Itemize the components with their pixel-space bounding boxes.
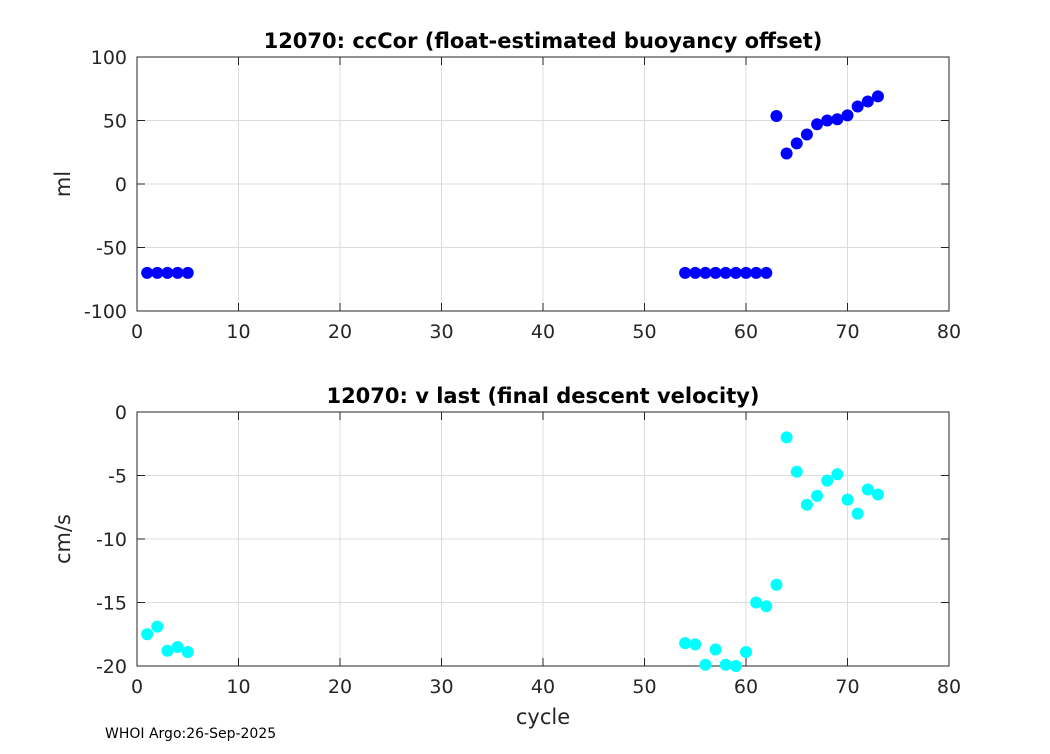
y-tick-label: -50 (96, 238, 127, 260)
x-tick-label: 30 (429, 676, 453, 698)
data-point (831, 113, 844, 126)
data-point (729, 660, 742, 672)
data-point (811, 489, 824, 502)
x-tick-label: 0 (131, 676, 143, 698)
data-point (831, 468, 844, 481)
data-point (171, 266, 184, 279)
data-point (871, 488, 884, 501)
data-point (161, 266, 174, 279)
y-tick-label: 0 (115, 174, 127, 196)
x-tick-label: 40 (531, 321, 555, 343)
data-point (161, 644, 174, 657)
data-point (841, 109, 854, 122)
y-tick-label: 0 (115, 402, 127, 424)
data-point (800, 128, 813, 141)
data-point (699, 658, 712, 671)
data-point (821, 474, 834, 487)
data-point (181, 266, 194, 279)
data-point (780, 431, 793, 444)
data-point (760, 266, 773, 279)
data-point (181, 646, 194, 659)
x-tick-label: 70 (835, 321, 859, 343)
y-tick-label: -5 (108, 466, 127, 488)
chart-title: 12070: ccCor (float-estimated buoyancy o… (264, 29, 823, 53)
axes-box (136, 411, 950, 667)
data-point (151, 620, 164, 633)
x-tick-label: 40 (531, 676, 555, 698)
x-tick-label: 80 (937, 676, 961, 698)
data-point (790, 465, 803, 478)
data-point (141, 628, 154, 641)
data-point (719, 266, 732, 279)
data-point (780, 147, 793, 160)
data-point (709, 643, 722, 656)
x-tick-label: 30 (429, 321, 453, 343)
x-tick-label: 60 (734, 321, 758, 343)
data-point (151, 266, 164, 279)
data-point (841, 493, 854, 506)
axes-box (136, 56, 950, 312)
x-tick-label: 70 (835, 676, 859, 698)
data-point (790, 137, 803, 150)
x-tick-label: 50 (632, 321, 656, 343)
y-axis-label: cm/s (51, 514, 75, 564)
data-point (821, 114, 834, 127)
data-point (770, 578, 783, 591)
y-tick-label: -20 (96, 656, 127, 678)
y-tick-label: -100 (84, 301, 127, 323)
data-point (699, 266, 712, 279)
data-point (800, 498, 813, 511)
x-tick-label: 10 (226, 321, 250, 343)
data-point (851, 507, 864, 520)
y-tick-label: 100 (91, 47, 127, 69)
x-tick-label: 20 (328, 321, 352, 343)
x-tick-label: 10 (226, 676, 250, 698)
y-tick-label: -10 (96, 529, 127, 551)
data-point (689, 266, 702, 279)
x-tick-label: 0 (131, 321, 143, 343)
data-point (729, 266, 742, 279)
data-point (871, 90, 884, 103)
data-point (709, 266, 722, 279)
y-tick-label: -15 (96, 593, 127, 615)
y-axis-label: ml (51, 171, 75, 197)
x-axis-label: cycle (516, 705, 570, 729)
chart-title: 12070: v last (final descent velocity) (326, 384, 759, 408)
data-point (740, 266, 752, 279)
data-point (861, 95, 874, 108)
data-point (861, 483, 874, 496)
data-point (750, 266, 763, 279)
y-tick-label: 50 (103, 111, 127, 133)
data-point (750, 596, 763, 609)
data-point (770, 110, 783, 123)
data-point (740, 646, 752, 659)
data-point (851, 100, 864, 113)
data-point (171, 640, 184, 653)
x-tick-label: 60 (734, 676, 758, 698)
data-point (719, 658, 732, 671)
x-tick-label: 50 (632, 676, 656, 698)
data-point (141, 266, 154, 279)
data-point (679, 266, 692, 279)
footer-text: WHOI Argo:26-Sep-2025 (105, 726, 277, 742)
data-point (689, 638, 702, 651)
data-point (811, 118, 824, 131)
data-point (760, 600, 773, 613)
data-point (679, 637, 692, 650)
x-tick-label: 20 (328, 676, 352, 698)
x-tick-label: 80 (937, 321, 961, 343)
